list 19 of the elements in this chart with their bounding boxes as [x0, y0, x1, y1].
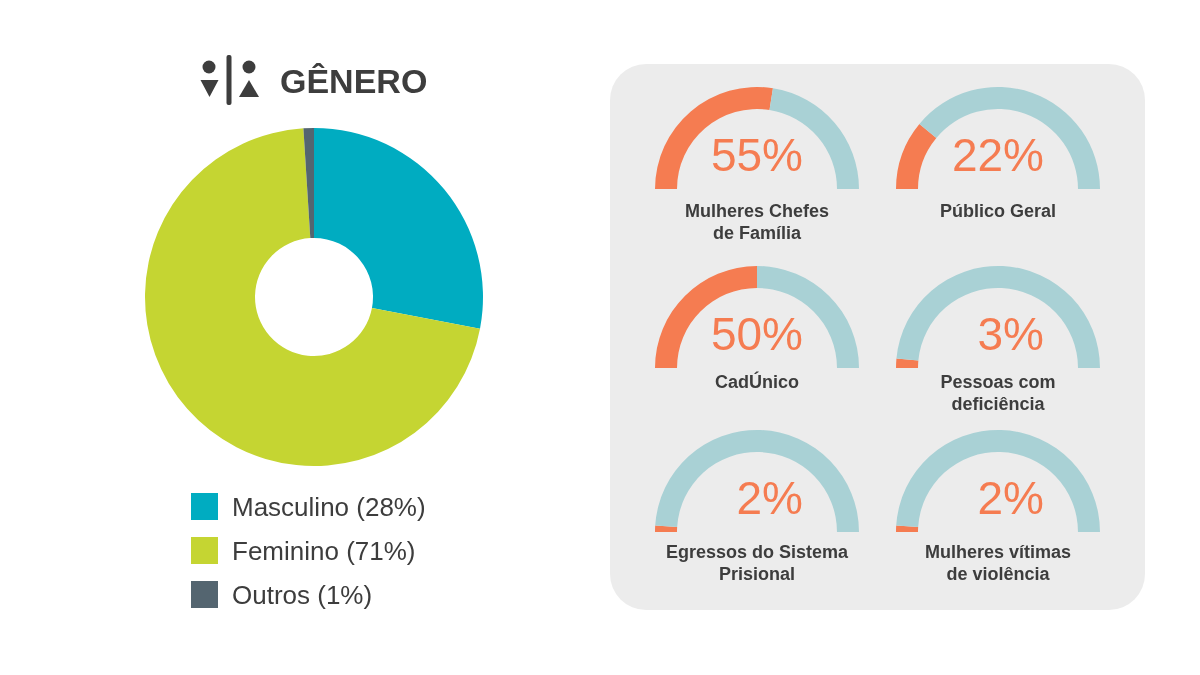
text: Egressos do Sistema Prisional: [665, 542, 850, 584]
legend-label: Masculino (28%): [232, 492, 426, 522]
donut-slice: [145, 128, 481, 466]
text: CadÚnico: [714, 371, 800, 392]
chart-title: GÊNERO: [280, 62, 428, 100]
text: Mulheres Chefes de Família: [684, 201, 830, 243]
donut-slice: [314, 128, 483, 329]
text: Público Geral: [939, 201, 1057, 221]
text: 55%: [710, 129, 803, 181]
donut-slice: [303, 128, 314, 239]
text: 2%: [736, 472, 803, 524]
legend-label: Outros (1%): [232, 580, 373, 610]
text: 50%: [710, 308, 803, 360]
text: 2%: [977, 472, 1044, 524]
legend-label: Feminino (71%): [232, 536, 416, 566]
text: Mulheres vítimas de violência: [924, 542, 1072, 584]
text: Pessoas com deficiência: [940, 372, 1056, 414]
text: 3%: [977, 308, 1044, 360]
text: 22%: [951, 129, 1044, 181]
